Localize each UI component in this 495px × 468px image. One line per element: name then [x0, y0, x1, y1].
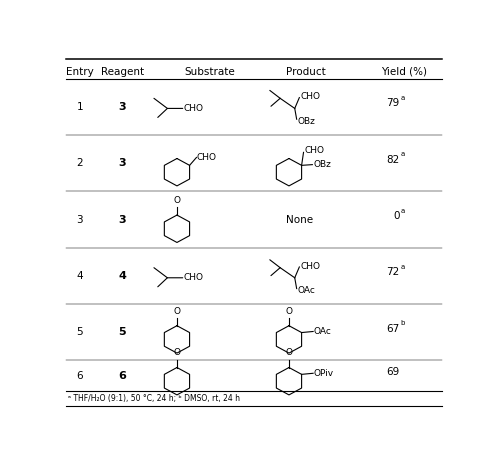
Text: a: a	[400, 95, 404, 101]
Text: OBz: OBz	[297, 117, 315, 125]
Text: 3: 3	[77, 215, 83, 225]
Text: O: O	[173, 196, 181, 205]
Text: 4: 4	[118, 271, 126, 281]
Text: CHO: CHO	[197, 153, 217, 161]
Text: OAc: OAc	[314, 327, 332, 336]
Text: Reagent: Reagent	[101, 67, 144, 77]
Text: 0: 0	[393, 211, 399, 221]
Text: CHO: CHO	[183, 273, 203, 282]
Text: OAc: OAc	[297, 286, 315, 295]
Text: O: O	[286, 348, 293, 358]
Text: 2: 2	[77, 158, 83, 168]
Text: 6: 6	[77, 371, 83, 381]
Text: None: None	[286, 215, 313, 225]
Text: 69: 69	[386, 367, 399, 377]
Text: 72: 72	[386, 267, 399, 278]
Text: 3: 3	[119, 158, 126, 168]
Text: 5: 5	[77, 327, 83, 337]
Text: OBz: OBz	[313, 160, 331, 169]
Text: 67: 67	[386, 323, 399, 334]
Text: ᵃ THF/H₂O (9:1), 50 °C, 24 h; ᵇ DMSO, rt, 24 h: ᵃ THF/H₂O (9:1), 50 °C, 24 h; ᵇ DMSO, rt…	[68, 394, 240, 402]
Text: Substrate: Substrate	[184, 67, 235, 77]
Text: O: O	[173, 348, 181, 358]
Text: 4: 4	[77, 271, 83, 281]
Text: a: a	[400, 151, 404, 157]
Text: 3: 3	[119, 102, 126, 111]
Text: a: a	[400, 208, 404, 214]
Text: O: O	[286, 307, 293, 315]
Text: CHO: CHO	[183, 104, 203, 113]
Text: Entry: Entry	[66, 67, 94, 77]
Text: Product: Product	[286, 67, 325, 77]
Text: 82: 82	[386, 154, 399, 165]
Text: b: b	[400, 320, 404, 326]
Text: 5: 5	[119, 327, 126, 337]
Text: 3: 3	[119, 215, 126, 225]
Text: Yield (%): Yield (%)	[382, 67, 428, 77]
Text: CHO: CHO	[300, 92, 320, 102]
Text: 1: 1	[77, 102, 83, 111]
Text: OPiv: OPiv	[314, 369, 334, 378]
Text: O: O	[173, 307, 181, 315]
Text: a: a	[400, 264, 404, 270]
Text: CHO: CHO	[304, 146, 324, 155]
Text: 79: 79	[386, 98, 399, 108]
Text: 6: 6	[118, 371, 126, 381]
Text: CHO: CHO	[300, 262, 320, 271]
